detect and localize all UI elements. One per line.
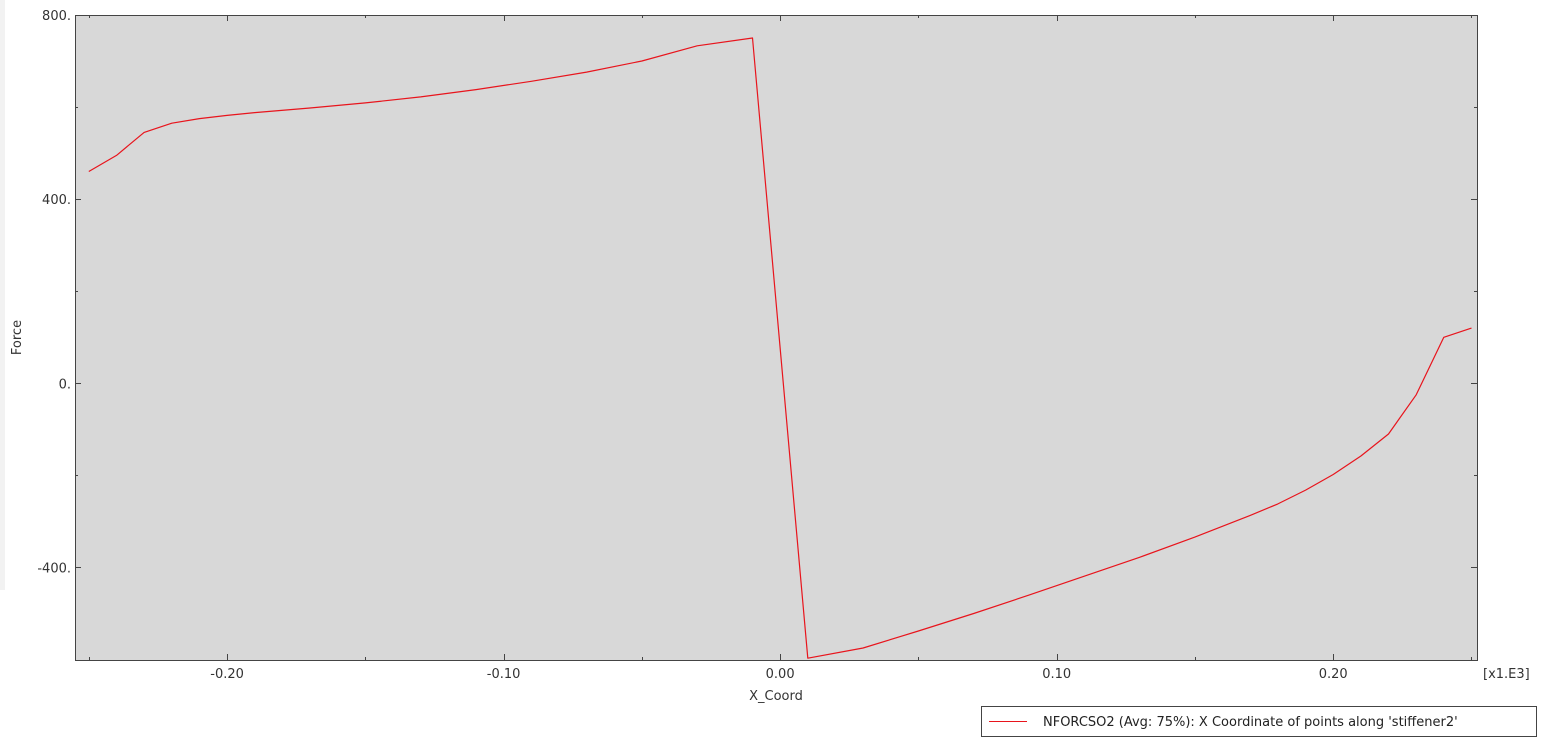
x-tick-label: 0.10 (1042, 667, 1071, 682)
x-tick-label: 0.00 (766, 667, 795, 682)
series-line (88, 37, 1472, 659)
y-tick-label: -400. (37, 561, 71, 576)
legend: NFORCSO2 (Avg: 75%): X Coordinate of poi… (981, 706, 1537, 737)
plot-frame (75, 15, 1478, 661)
x-axis-title: X_Coord (749, 689, 803, 704)
x-tick-labels: -0.20 -0.10 0.00 0.10 0.20 (210, 667, 1347, 682)
y-tick-label: 800. (42, 9, 71, 24)
y-tick-labels: 800. 400. 0. -400. (37, 9, 71, 576)
x-tick-label: -0.20 (210, 667, 244, 682)
plot-background (75, 15, 1477, 660)
legend-box (981, 706, 1537, 737)
x-tick-label: -0.10 (487, 667, 521, 682)
x-tick-label: 0.20 (1319, 667, 1348, 682)
y-axis-title: Force (10, 320, 25, 355)
left-edge-strip (0, 0, 5, 590)
x-multiplier-label: [x1.E3] (1483, 667, 1530, 682)
y-tick-label: 400. (42, 193, 71, 208)
series-lines (88, 37, 1472, 659)
y-tick-label: 0. (59, 377, 71, 392)
legend-entry: NFORCSO2 (Avg: 75%): X Coordinate of poi… (1043, 715, 1458, 730)
window-left-edge (0, 0, 5, 590)
